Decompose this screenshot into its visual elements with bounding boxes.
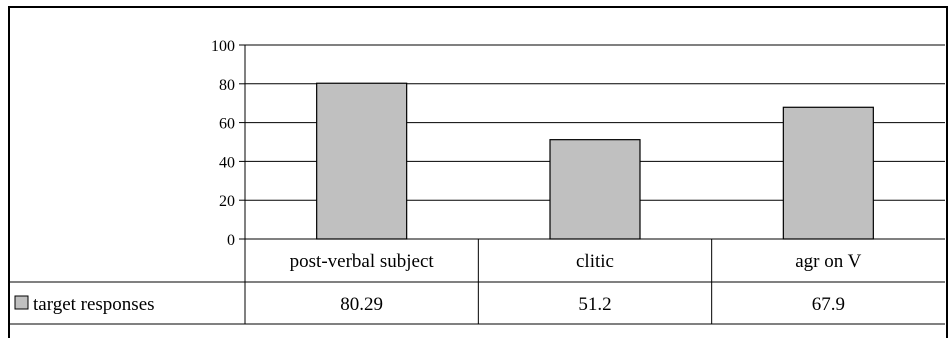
category-label: post-verbal subject bbox=[290, 251, 435, 272]
y-tick-label: 60 bbox=[219, 116, 235, 133]
bar-clitic bbox=[549, 139, 641, 240]
data-label: 80.29 bbox=[340, 294, 383, 315]
data-table: post-verbal subject clitic agr on V 80.29 51… bbox=[9, 238, 945, 325]
y-tick-label: 80 bbox=[219, 77, 235, 94]
data-label: 51.2 bbox=[578, 294, 611, 315]
chart-frame bbox=[8, 6, 948, 338]
bar-agr-on-v bbox=[782, 106, 874, 240]
y-tick-label: 0 bbox=[227, 232, 235, 249]
data-label: 67.9 bbox=[812, 294, 845, 315]
y-tick-label: 20 bbox=[219, 193, 235, 210]
category-label: agr on V bbox=[795, 251, 861, 272]
legend-key bbox=[14, 295, 29, 310]
bars bbox=[316, 82, 874, 240]
legend-label: target responses bbox=[33, 294, 155, 315]
y-axis: 0 20 40 60 80 100 bbox=[211, 38, 246, 324]
category-label: clitic bbox=[576, 251, 614, 272]
y-tick-label: 40 bbox=[219, 154, 235, 171]
y-tick-label: 100 bbox=[211, 38, 235, 55]
bar-post-verbal-subject bbox=[316, 82, 408, 240]
